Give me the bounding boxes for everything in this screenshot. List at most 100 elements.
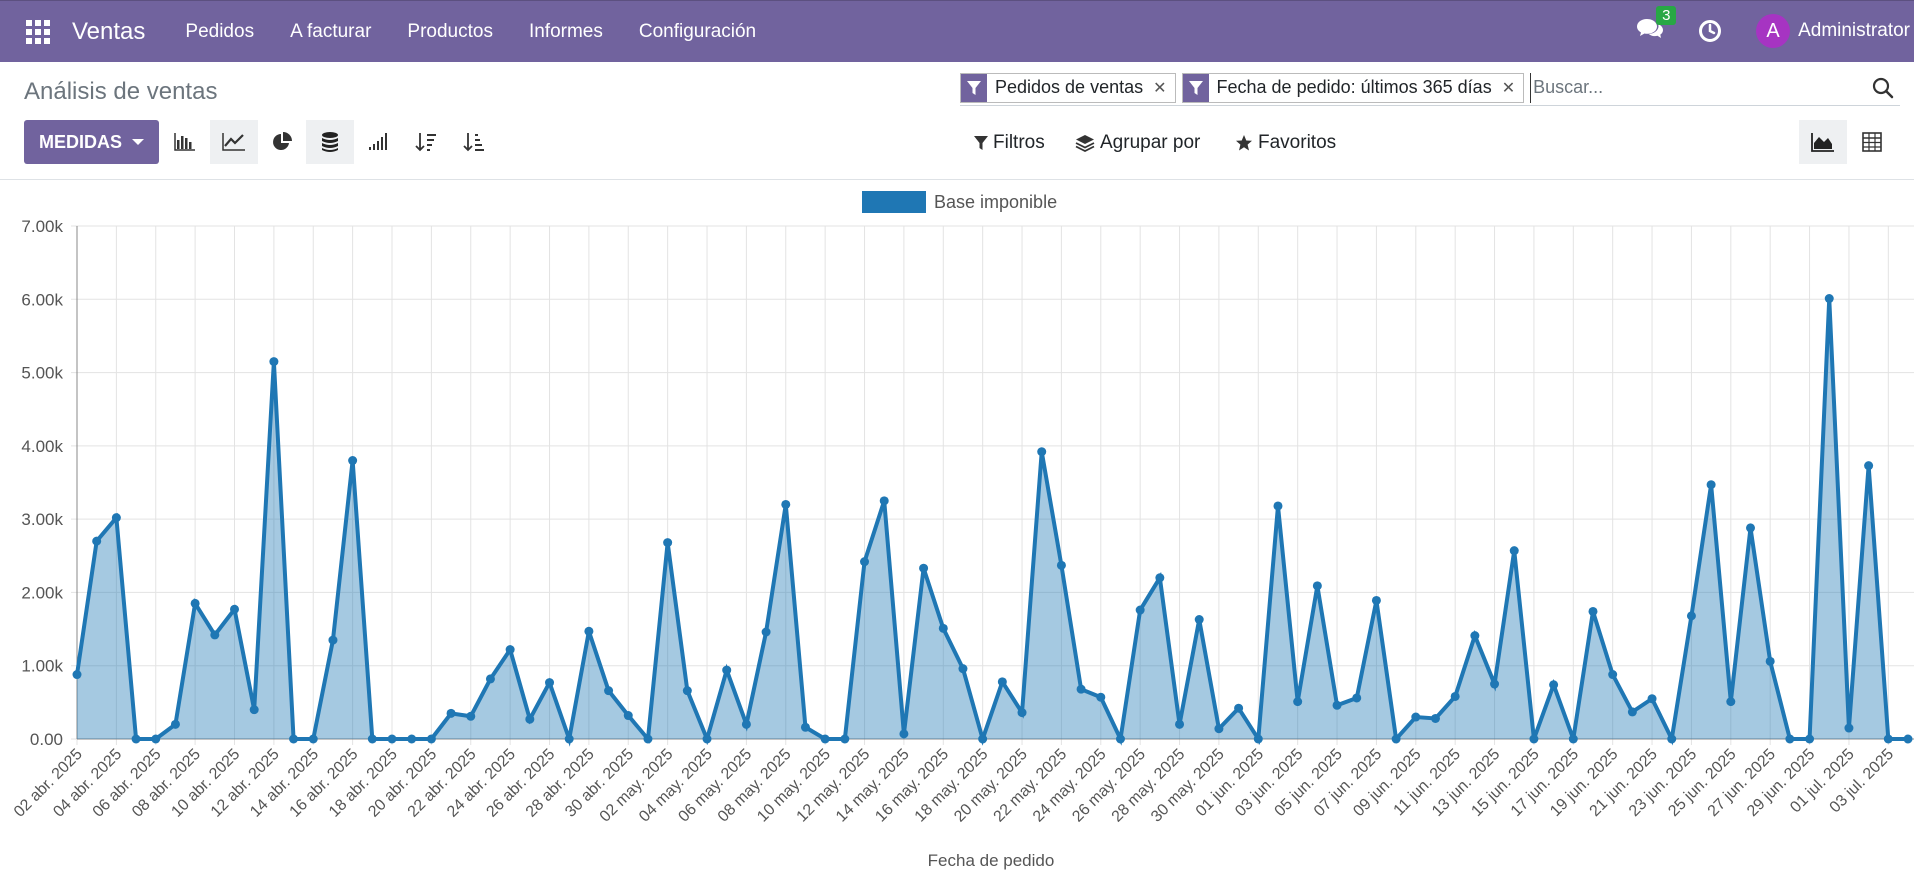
data-point — [1608, 670, 1618, 680]
y-tick-label: 4.00k — [21, 437, 63, 456]
data-point — [1017, 708, 1027, 718]
facet-remove-icon[interactable]: ✕ — [1501, 79, 1516, 97]
measures-label: MEDIDAS — [38, 131, 122, 152]
data-point — [1490, 679, 1500, 689]
data-point — [958, 664, 968, 674]
bar-chart-button[interactable] — [161, 120, 209, 164]
stacked-button[interactable] — [306, 120, 354, 164]
app-menu-icon[interactable] — [26, 19, 50, 44]
data-point — [1509, 546, 1519, 556]
data-point — [170, 719, 180, 729]
x-axis-title: Fecha de pedido — [928, 851, 1055, 870]
menu-configuracion[interactable]: Configuración — [638, 20, 757, 42]
filter-icon — [974, 136, 988, 150]
data-point — [1273, 501, 1283, 511]
filters-button[interactable]: Filtros — [974, 132, 1045, 154]
data-point — [1293, 697, 1303, 707]
filters-label: Filtros — [993, 132, 1045, 153]
data-point — [1765, 656, 1775, 666]
data-point — [1726, 697, 1736, 707]
data-point — [1667, 734, 1677, 744]
data-point — [308, 734, 318, 744]
menu-informes[interactable]: Informes — [528, 20, 603, 42]
data-point — [1430, 713, 1440, 723]
facet-fecha-de-pedido: Fecha de pedido: últimos 365 días ✕ — [1181, 72, 1525, 103]
data-point — [781, 499, 791, 509]
cumulative-button[interactable] — [354, 120, 402, 164]
cumulative-bars-icon — [369, 133, 387, 150]
data-point — [505, 645, 515, 655]
y-tick-label: 1.00k — [21, 657, 63, 676]
data-point — [741, 719, 751, 729]
y-tick-label: 3.00k — [21, 510, 63, 529]
menu-a-facturar[interactable]: A facturar — [290, 20, 372, 42]
data-point — [367, 734, 377, 744]
data-point — [1686, 611, 1696, 621]
data-point — [1135, 605, 1145, 615]
data-point — [1391, 734, 1401, 744]
data-point — [840, 734, 850, 744]
data-point — [1175, 719, 1185, 729]
groupby-button[interactable]: Agrupar por — [1075, 132, 1200, 154]
data-point — [1115, 734, 1125, 744]
data-point — [1588, 606, 1598, 616]
data-point — [1785, 734, 1795, 744]
data-point — [230, 604, 240, 614]
data-point — [564, 734, 574, 744]
data-point — [151, 734, 161, 744]
search-icon[interactable] — [1872, 77, 1894, 99]
data-point — [1529, 734, 1539, 744]
y-tick-label: 6.00k — [21, 290, 63, 309]
sort-ascending-button[interactable] — [450, 120, 498, 164]
data-point — [426, 734, 436, 744]
groupby-label: Agrupar por — [1100, 132, 1201, 153]
facet-remove-icon[interactable]: ✕ — [1153, 79, 1167, 97]
menu-productos[interactable]: Productos — [407, 20, 493, 42]
user-avatar[interactable]: A — [1756, 14, 1791, 48]
chart-legend[interactable]: Base imponible — [862, 191, 1057, 213]
caret-down-icon — [132, 139, 144, 145]
data-point — [1411, 712, 1421, 722]
data-point — [1371, 595, 1381, 605]
data-point — [1883, 734, 1893, 744]
app-brand[interactable]: Ventas — [72, 17, 146, 45]
data-point — [1844, 723, 1854, 733]
data-point — [131, 734, 141, 744]
data-point — [485, 674, 495, 684]
data-point — [1234, 703, 1244, 713]
data-point — [1903, 734, 1913, 744]
activity-clock-icon[interactable] — [1698, 19, 1722, 43]
data-point — [1056, 560, 1066, 570]
pie-chart-icon — [273, 132, 292, 150]
search-bar: Pedidos de ventas ✕ Fecha de pedido: últ… — [960, 70, 1900, 106]
pivot-view-button[interactable] — [1848, 120, 1896, 164]
data-point — [1076, 684, 1086, 694]
facet-label: Fecha de pedido: últimos 365 días — [1216, 77, 1492, 97]
data-point — [1627, 707, 1637, 717]
data-point — [387, 734, 397, 744]
user-name[interactable]: Administrator — [1798, 20, 1910, 41]
measures-button[interactable]: MEDIDAS — [24, 120, 159, 164]
sort-descending-button[interactable] — [402, 120, 450, 164]
data-point — [1312, 581, 1322, 591]
line-chart-button[interactable] — [210, 120, 258, 164]
menu-pedidos[interactable]: Pedidos — [185, 20, 255, 42]
data-point — [1706, 480, 1716, 490]
data-point — [190, 598, 200, 608]
data-point — [761, 627, 771, 637]
data-point — [289, 734, 299, 744]
pie-chart-button[interactable] — [258, 120, 306, 164]
sort-descending-icon — [415, 133, 436, 152]
data-point — [328, 635, 338, 645]
data-point — [1824, 294, 1834, 304]
y-tick-label: 0.00 — [30, 730, 63, 749]
data-point — [1253, 734, 1263, 744]
chat-count-badge: 3 — [1656, 6, 1677, 25]
search-input[interactable] — [1530, 72, 1872, 103]
data-point — [584, 626, 594, 636]
chat-icon[interactable]: 3 — [1636, 6, 1677, 46]
line-chart-icon — [222, 133, 245, 151]
graph-view-button[interactable] — [1799, 120, 1847, 164]
favorites-button[interactable]: Favoritos — [1235, 132, 1336, 154]
data-point — [899, 729, 909, 739]
